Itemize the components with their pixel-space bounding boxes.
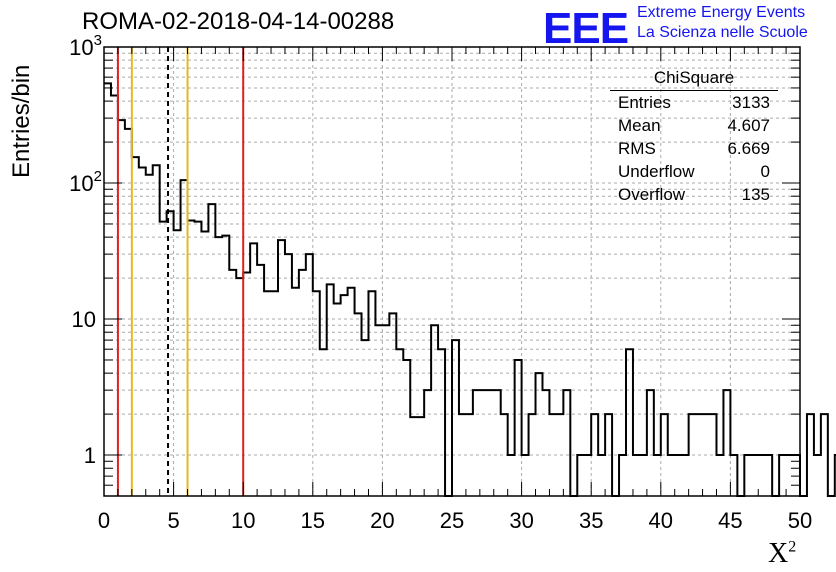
stats-row: Entries 3133	[610, 91, 778, 114]
x-tick-label: 25	[440, 508, 464, 533]
x-axis-label-base: X	[768, 538, 789, 569]
stats-row-value: 0	[760, 162, 770, 181]
stats-row: Overflow 135	[610, 183, 778, 206]
x-tick-label: 15	[301, 508, 325, 533]
x-tick-label: 50	[788, 508, 812, 533]
y-tick-label: 1	[84, 443, 96, 468]
x-tick-label: 45	[718, 508, 742, 533]
x-tick-label: 30	[509, 508, 533, 533]
stats-row-label: Entries	[618, 93, 671, 112]
y-tick-label: 102	[69, 168, 102, 196]
stats-row-value: 135	[741, 185, 770, 204]
x-tick-label: 5	[167, 508, 179, 533]
eee-tagline-1: Extreme Energy Events	[637, 4, 806, 21]
x-tick-label: 35	[579, 508, 603, 533]
eee-tagline-2: La Scienza nelle Scuole	[637, 24, 808, 41]
stats-row-label: Underflow	[618, 162, 695, 181]
stats-rows: Entries 3133 Mean 4.607 RMS 6.669 Underflow 0 Ov…	[610, 91, 778, 206]
stats-row-value: 3133	[732, 93, 770, 112]
x-axis-label: X2	[768, 538, 796, 570]
stats-row-label: RMS	[618, 139, 656, 158]
x-tick-label: 20	[370, 508, 394, 533]
x-axis-label-superscript: 2	[788, 538, 797, 556]
x-tick-label: 10	[231, 508, 255, 533]
stats-row-label: Mean	[618, 116, 661, 135]
stats-row: Mean 4.607	[610, 114, 778, 137]
run-title: ROMA-02-2018-04-14-00288	[82, 8, 395, 35]
stats-title: ChiSquare	[610, 68, 778, 91]
stats-row: Underflow 0	[610, 160, 778, 183]
stats-row: RMS 6.669	[610, 137, 778, 160]
stats-box: ChiSquare Entries 3133 Mean 4.607 RMS 6.669 Un…	[610, 68, 778, 206]
y-axis-label: Entries/bin	[8, 64, 35, 178]
y-tick-label: 10	[72, 307, 96, 332]
eee-logo: EEE	[543, 4, 629, 53]
stats-row-label: Overflow	[618, 185, 686, 204]
x-tick-label: 40	[649, 508, 673, 533]
x-tick-label: 0	[98, 508, 110, 533]
y-tick-label: 103	[69, 32, 102, 60]
histogram-series-line	[104, 82, 836, 497]
stats-row-value: 6.669	[727, 139, 770, 158]
stats-row-value: 4.607	[727, 116, 770, 135]
